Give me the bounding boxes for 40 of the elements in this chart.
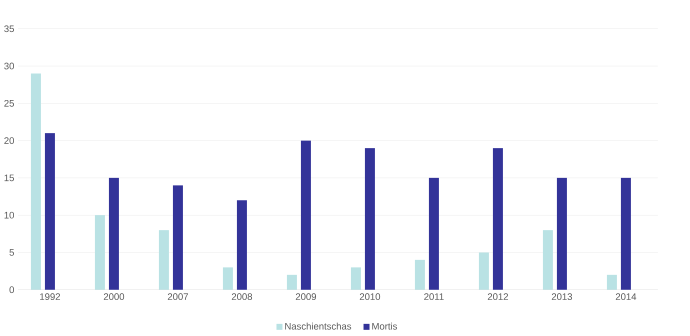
y-tick-label: 25 — [4, 100, 14, 107]
y-tick-label: 10 — [4, 212, 14, 219]
legend-label: Mortis — [372, 322, 398, 330]
x-tick-label: 2007 — [168, 293, 188, 300]
bar — [414, 260, 425, 290]
bar — [492, 148, 503, 290]
x-tick-label: 2014 — [616, 293, 636, 300]
bar — [620, 178, 631, 290]
bar — [108, 178, 119, 290]
y-tick-label: 15 — [4, 174, 14, 182]
bar — [30, 74, 41, 290]
bar — [44, 133, 55, 290]
y-tick-label: 30 — [4, 62, 14, 70]
x-tick-label: 2000 — [104, 293, 124, 300]
legend-label: Naschientschas — [285, 322, 352, 330]
bar — [172, 185, 183, 290]
bar — [158, 230, 169, 290]
bar — [236, 200, 247, 290]
bar — [300, 140, 311, 290]
bar — [222, 267, 233, 290]
y-tick-label: 0 — [9, 286, 14, 294]
x-tick-label: 2008 — [232, 293, 252, 300]
y-tick-label: 20 — [4, 137, 14, 144]
bar — [94, 215, 105, 290]
bar — [556, 178, 567, 290]
x-tick-label: 2013 — [552, 293, 572, 300]
x-tick-label: 2009 — [296, 293, 316, 300]
x-tick-label: 1992 — [40, 293, 60, 300]
y-tick-label: 5 — [9, 249, 14, 256]
y-tick-label: 35 — [4, 25, 14, 32]
bar — [428, 178, 439, 290]
x-tick-label: 2012 — [488, 293, 508, 300]
x-tick-label: 2011 — [424, 293, 444, 300]
bar — [364, 148, 375, 290]
x-tick-label: 2010 — [360, 293, 380, 300]
bar — [606, 274, 617, 290]
bar — [542, 230, 553, 290]
bar — [286, 274, 297, 290]
bar — [478, 252, 489, 290]
bar — [350, 267, 361, 290]
